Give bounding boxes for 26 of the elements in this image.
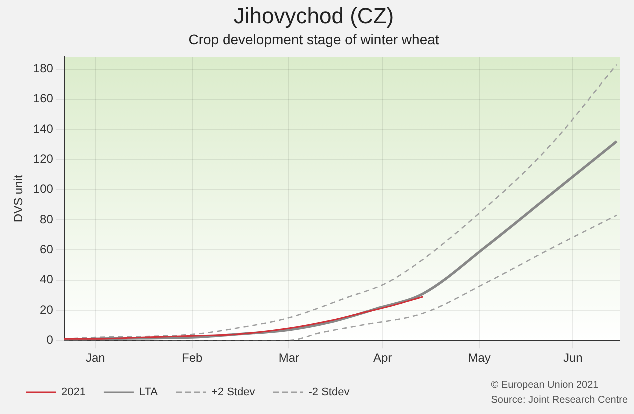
x-tick-label: Jun [564, 351, 583, 366]
chart-title: Jihovychod (CZ) [234, 3, 394, 28]
y-tick-label: 120 [33, 152, 54, 166]
y-tick-label: 160 [33, 92, 54, 106]
y-tick-label: 140 [33, 122, 54, 136]
y-tick-label: 80 [40, 212, 54, 226]
legend-label: -2 Stdev [308, 386, 350, 399]
x-tick-label: Jan [86, 351, 106, 366]
y-tick-label: 20 [40, 302, 54, 317]
y-tick-label: 100 [33, 182, 54, 196]
source-note: Source: Joint Research Centre [491, 394, 628, 408]
y-tick-label: 180 [33, 62, 54, 76]
x-tick-label: Feb [182, 351, 204, 366]
text: © European Union 2021 [491, 379, 600, 393]
y-axis-title: DVS unit [12, 174, 26, 223]
x-tick-label: May [468, 351, 491, 366]
x-tick-label: Apr [373, 351, 392, 366]
y-tick-label: 0 [46, 332, 54, 347]
legend-label: 2021 [62, 386, 86, 399]
y-tick-label: 40 [40, 272, 54, 287]
legend-label: +2 Stdev [212, 386, 256, 399]
legend-label: LTA [139, 386, 159, 399]
y-tick-label: 60 [40, 242, 54, 256]
line-series [64, 296, 424, 340]
x-tick-label: Mar [278, 351, 300, 366]
chart-subtitle: Crop development stage of winter wheat [188, 32, 440, 48]
